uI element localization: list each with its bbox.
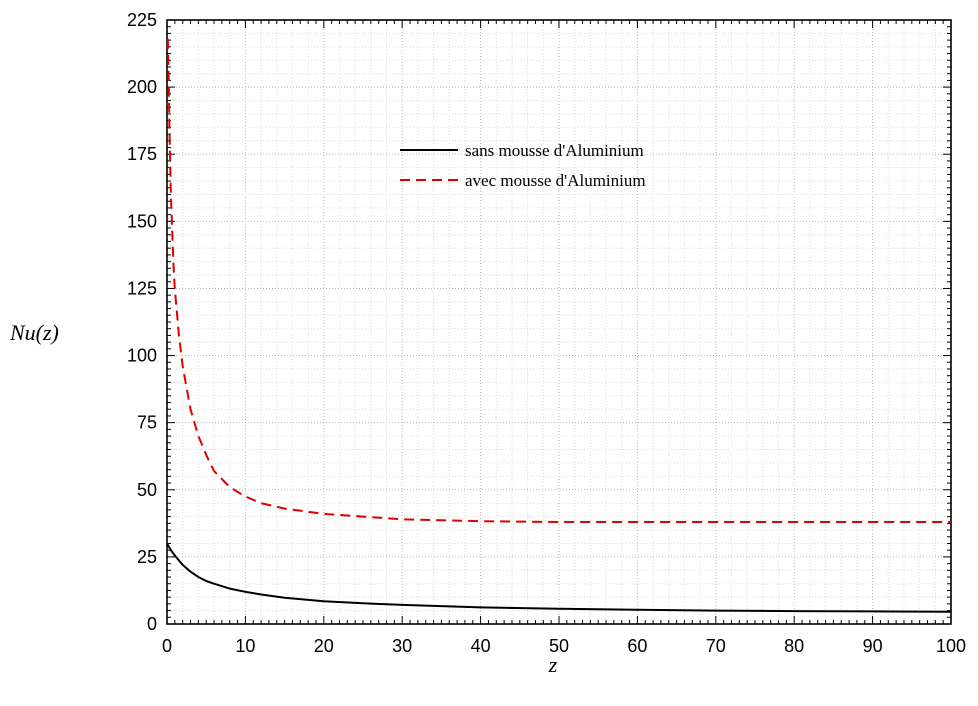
x-axis-title: z — [548, 652, 558, 677]
legend-label-sans-mousse: sans mousse d'Aluminium — [465, 141, 644, 160]
x-tick-label: 80 — [784, 636, 804, 656]
x-tick-label: 30 — [392, 636, 412, 656]
y-tick-label: 225 — [127, 10, 157, 30]
x-tick-label: 10 — [235, 636, 255, 656]
x-tick-label: 100 — [936, 636, 966, 656]
y-tick-label: 0 — [147, 614, 157, 634]
x-tick-label: 90 — [863, 636, 883, 656]
grid — [167, 20, 951, 624]
y-tick-label: 75 — [137, 413, 157, 433]
y-tick-label: 25 — [137, 547, 157, 567]
x-tick-labels: 0 10 20 30 40 50 60 70 80 90 100 — [162, 636, 966, 656]
y-tick-label: 50 — [137, 480, 157, 500]
y-axis-title: Nu(z) — [9, 320, 59, 345]
series-line-sans-mousse — [167, 544, 951, 612]
y-tick-label: 200 — [127, 77, 157, 97]
y-tick-label: 175 — [127, 144, 157, 164]
x-tick-label: 20 — [314, 636, 334, 656]
x-tick-label: 0 — [162, 636, 172, 656]
y-tick-labels: 0 25 50 75 100 125 150 175 200 225 — [127, 10, 157, 634]
x-tick-label: 40 — [471, 636, 491, 656]
legend: sans mousse d'Aluminium avec mousse d'Al… — [400, 141, 646, 190]
x-tick-label: 70 — [706, 636, 726, 656]
series-group — [167, 39, 951, 612]
y-tick-label: 100 — [127, 346, 157, 366]
y-tick-label: 125 — [127, 278, 157, 298]
legend-label-avec-mousse: avec mousse d'Aluminium — [465, 171, 646, 190]
y-tick-label: 150 — [127, 211, 157, 231]
x-tick-label: 60 — [627, 636, 647, 656]
